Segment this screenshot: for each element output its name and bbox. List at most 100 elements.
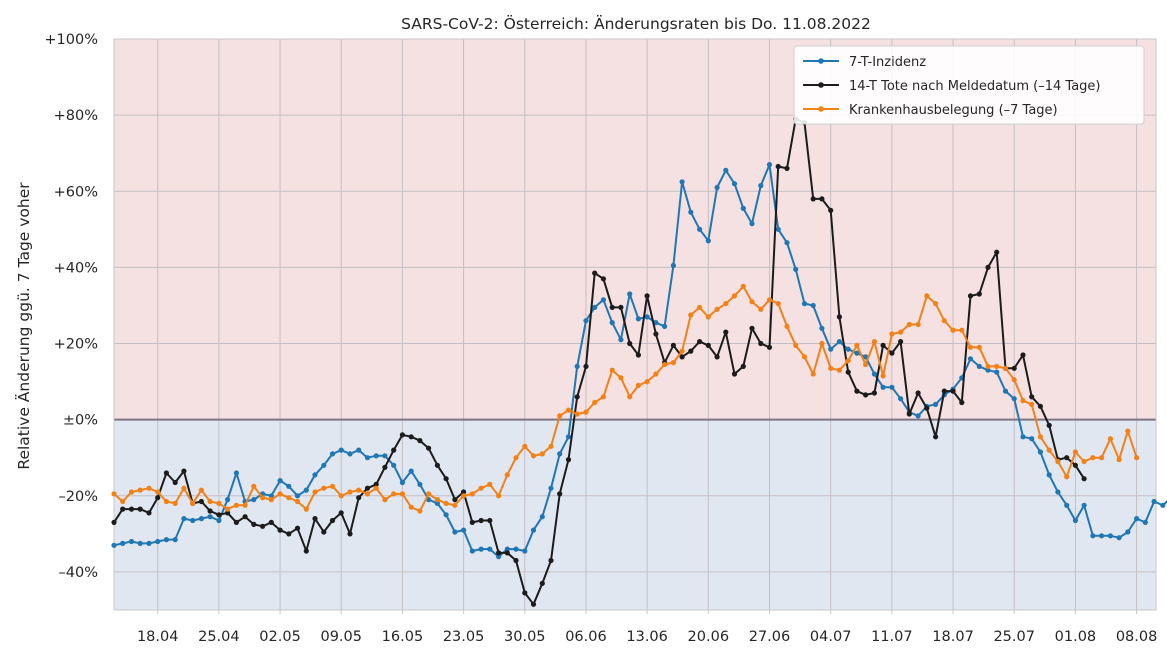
data-point (382, 453, 388, 459)
data-point (478, 546, 484, 552)
data-point (242, 502, 248, 508)
x-tick-label: 23.05 (443, 629, 485, 645)
data-point (233, 502, 239, 508)
series-2 (111, 116, 1087, 607)
data-point (1072, 462, 1078, 468)
data-point (233, 519, 239, 526)
legend-swatch-marker (818, 106, 824, 112)
data-point (880, 384, 886, 390)
data-point (775, 301, 781, 307)
data-point (933, 434, 939, 440)
data-point (1037, 449, 1043, 455)
data-point (111, 491, 117, 497)
data-point (391, 447, 397, 453)
data-point (356, 447, 362, 453)
data-point (303, 487, 309, 493)
data-point (294, 498, 301, 505)
data-point (190, 517, 196, 524)
data-point (679, 348, 685, 354)
x-tick-label: 08.08 (1116, 629, 1158, 645)
data-point (338, 447, 344, 453)
data-point (128, 538, 135, 545)
data-point (190, 500, 196, 506)
data-point (924, 293, 930, 299)
legend: 7-T-Inzidenz 14-T Tote nach Meldedatum (–… (793, 45, 1145, 125)
data-point (172, 479, 178, 486)
data-point (426, 491, 432, 497)
data-point (461, 489, 467, 495)
data-point (198, 498, 204, 505)
data-point (644, 379, 650, 385)
data-point (653, 320, 659, 326)
data-point (994, 249, 1000, 255)
data-point (784, 165, 790, 171)
data-point (801, 354, 808, 360)
data-point (426, 445, 432, 451)
data-point (915, 413, 921, 419)
data-point (810, 371, 816, 377)
data-point (565, 457, 572, 463)
data-point (251, 483, 257, 489)
data-point (417, 481, 423, 487)
data-point (557, 491, 563, 497)
data-point (775, 226, 781, 232)
data-point (347, 531, 353, 537)
data-point (163, 470, 169, 476)
data-point (985, 264, 991, 270)
data-point (758, 306, 764, 312)
y-tick-label: +60% (54, 184, 98, 200)
data-point (1090, 533, 1096, 539)
data-point (836, 314, 843, 320)
data-point (452, 529, 458, 535)
data-point (487, 517, 493, 524)
data-point (618, 375, 624, 381)
data-point (329, 483, 336, 489)
data-point (679, 179, 685, 185)
data-point (356, 495, 362, 501)
data-point (863, 392, 869, 398)
data-point (137, 540, 143, 547)
data-point (1142, 519, 1148, 526)
data-point (766, 344, 773, 350)
data-point (163, 537, 169, 543)
data-point (609, 304, 615, 310)
data-point (181, 485, 187, 491)
data-point (609, 367, 615, 373)
x-tick-label: 09.05 (320, 629, 362, 645)
data-point (670, 342, 677, 348)
data-point (522, 443, 528, 449)
legend-swatch-marker (818, 82, 824, 88)
data-point (1029, 401, 1035, 407)
data-point (312, 516, 318, 522)
data-point (1002, 388, 1009, 394)
data-point (976, 344, 982, 350)
data-point (408, 504, 414, 510)
data-point (539, 451, 545, 457)
data-point (417, 508, 423, 514)
data-point (644, 293, 650, 299)
data-point (1011, 365, 1017, 371)
data-point (976, 363, 982, 369)
series-1 (111, 162, 1167, 560)
data-point (766, 162, 773, 168)
data-point (880, 342, 886, 348)
data-point (592, 399, 598, 406)
data-point (461, 527, 467, 533)
data-point (906, 321, 912, 328)
data-point (635, 316, 642, 322)
data-point (146, 540, 152, 547)
data-point (146, 510, 152, 516)
data-point (391, 491, 397, 497)
data-point (898, 329, 904, 335)
data-point (155, 495, 161, 501)
data-point (662, 361, 668, 368)
data-point (950, 388, 956, 394)
data-point (312, 472, 318, 478)
data-point (347, 451, 353, 457)
data-point (845, 358, 851, 364)
data-point (967, 356, 974, 362)
data-point (933, 301, 939, 307)
data-point (592, 304, 598, 310)
x-tick-label: 18.04 (137, 629, 179, 645)
data-point (1037, 434, 1043, 440)
